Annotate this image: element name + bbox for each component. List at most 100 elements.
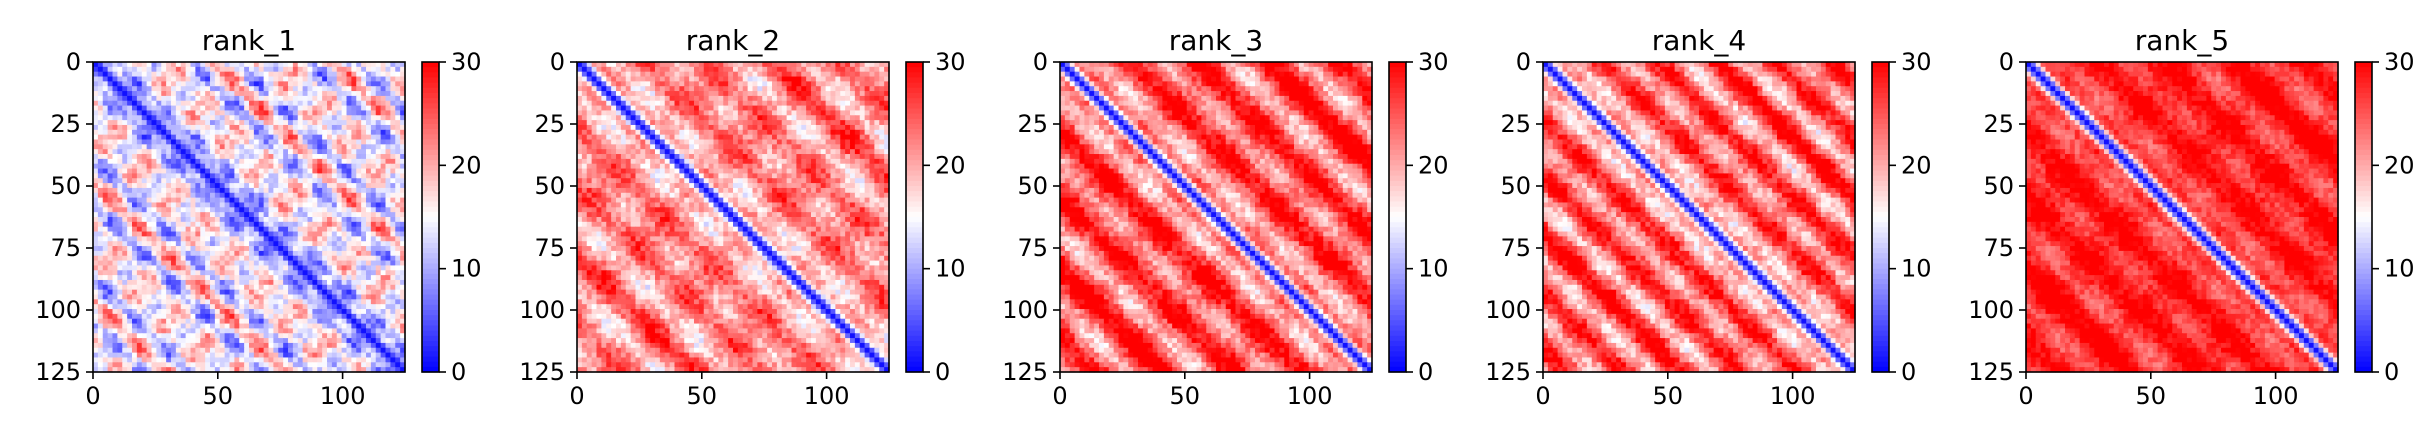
heatmap-cell	[93, 86, 99, 92]
heatmap-cell	[302, 134, 309, 141]
heatmap-cell	[219, 154, 226, 160]
heatmap-cell	[341, 207, 348, 213]
heatmap-cell	[747, 110, 754, 116]
heatmap-cell	[180, 183, 187, 189]
heatmap-cell	[122, 62, 128, 68]
heatmap-cell	[772, 95, 778, 102]
heatmap-cell	[341, 313, 348, 320]
heatmap-cell	[219, 318, 226, 325]
heatmap-cell	[351, 294, 357, 300]
heatmap-cell	[146, 144, 153, 150]
heatmap-cell	[395, 357, 401, 363]
heatmap-cell	[757, 95, 763, 102]
heatmap-cell	[273, 81, 279, 87]
heatmap-cell	[200, 95, 206, 102]
heatmap-cell	[781, 76, 788, 82]
heatmap-cell	[840, 105, 846, 112]
heatmap-cell	[239, 313, 245, 320]
heatmap-cell	[146, 187, 153, 194]
heatmap-cell	[380, 313, 387, 320]
heatmap-cell	[234, 163, 240, 170]
colorbar-segment	[422, 227, 439, 234]
heatmap-cell	[317, 124, 323, 131]
heatmap-cell	[122, 212, 128, 218]
heatmap-cell	[146, 110, 153, 116]
heatmap-cell	[322, 260, 328, 267]
heatmap-cell	[297, 318, 304, 325]
heatmap-cell	[341, 173, 348, 179]
colorbar-segment	[422, 356, 439, 363]
heatmap-cell	[107, 309, 114, 315]
heatmap-cell	[268, 66, 274, 73]
heatmap-cell	[874, 71, 880, 78]
heatmap-cell	[234, 120, 240, 126]
heatmap-cell	[601, 62, 607, 68]
heatmap-cell	[385, 328, 391, 334]
heatmap-cell	[375, 313, 382, 320]
heatmap-cell	[249, 124, 255, 131]
heatmap-cell	[97, 246, 104, 252]
heatmap-cell	[205, 357, 211, 363]
heatmap-cell	[380, 226, 387, 233]
heatmap-cell	[346, 86, 352, 92]
heatmap-cell	[180, 231, 187, 237]
heatmap-cell	[820, 66, 827, 73]
heatmap-cell	[200, 279, 206, 286]
heatmap-cell	[195, 270, 201, 276]
heatmap-cell	[156, 149, 162, 155]
heatmap-cell	[185, 81, 192, 87]
heatmap-cell	[190, 91, 196, 97]
heatmap-cell	[273, 197, 279, 204]
heatmap-cell	[219, 76, 226, 82]
heatmap-cell	[689, 62, 695, 68]
heatmap-cell	[205, 197, 211, 204]
heatmap-cell	[268, 173, 274, 179]
heatmap-cell	[625, 100, 632, 107]
heatmap-cell	[253, 173, 260, 179]
heatmap-cell	[791, 110, 797, 116]
heatmap-cell	[336, 81, 343, 87]
heatmap-cell	[229, 236, 235, 242]
heatmap-cell	[346, 173, 352, 179]
heatmap-cell	[253, 134, 260, 141]
heatmap-cell	[312, 265, 318, 271]
heatmap-cell	[283, 81, 289, 87]
heatmap-cell	[322, 212, 328, 218]
heatmap-cell	[655, 81, 661, 87]
heatmap-cell	[146, 313, 153, 320]
heatmap-cell	[234, 115, 240, 121]
heatmap-cell	[151, 187, 157, 194]
heatmap-cell	[190, 241, 196, 247]
heatmap-cell	[351, 158, 357, 165]
heatmap-cell	[190, 158, 196, 165]
heatmap-cell	[171, 289, 177, 296]
heatmap-cell	[390, 260, 396, 267]
heatmap-cell	[195, 323, 201, 329]
heatmap-cell	[307, 231, 313, 237]
heatmap-cell	[659, 71, 666, 78]
heatmap-cell	[253, 241, 260, 247]
heatmap-cell	[210, 154, 216, 160]
heatmap-cell	[292, 357, 299, 363]
heatmap-cell	[234, 105, 240, 112]
heatmap-cell	[395, 81, 401, 87]
heatmap-cell	[180, 105, 187, 112]
heatmap-cell	[136, 299, 143, 305]
heatmap-cell	[840, 115, 846, 121]
heatmap-cell	[200, 100, 206, 107]
heatmap-cell	[117, 124, 123, 131]
heatmap-cell	[175, 289, 182, 296]
heatmap-cell	[244, 328, 250, 334]
heatmap-cell	[312, 246, 318, 252]
heatmap-cell	[283, 86, 289, 92]
heatmap-cell	[127, 76, 133, 82]
heatmap-cell	[171, 333, 177, 339]
heatmap-cell	[297, 212, 304, 218]
heatmap-cell	[288, 66, 294, 73]
heatmap-cell	[224, 91, 231, 97]
heatmap-cell	[97, 304, 104, 310]
heatmap-cell	[97, 62, 104, 68]
heatmap-cell	[185, 352, 192, 359]
heatmap-cell	[606, 100, 612, 107]
heatmap-cell	[253, 260, 260, 267]
